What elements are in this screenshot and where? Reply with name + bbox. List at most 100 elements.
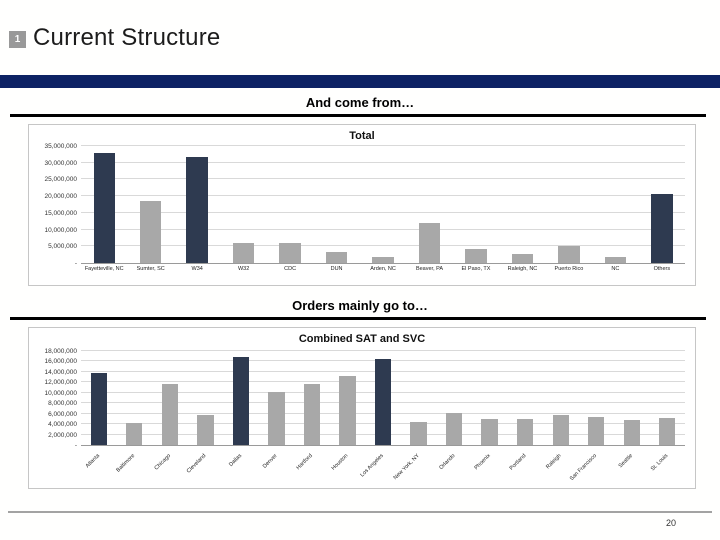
x-axis-label: St. Louis — [649, 452, 670, 473]
bar-Atlanta — [90, 372, 107, 445]
x-axis-label: Baltimore — [115, 452, 137, 474]
bar-slot — [152, 351, 188, 445]
bar-Raleigh, NC — [511, 254, 534, 263]
bar-Chicago — [161, 383, 178, 445]
chart-total: Total 35,000,000 30,000,000 25,000,000 20,0… — [28, 124, 696, 286]
bar-slot — [330, 351, 366, 445]
bar-Hartford — [303, 383, 321, 445]
page-title: Current Structure — [33, 24, 221, 51]
gridline — [81, 245, 685, 247]
bar-Puerto Rico — [558, 245, 580, 263]
x-axis-label: Arden, NC — [370, 266, 396, 272]
footer-divider — [8, 511, 712, 513]
y-axis-tick-label: 10,000,000 — [44, 226, 77, 234]
bars — [81, 146, 685, 263]
divider-top — [10, 114, 706, 117]
bar-NC — [604, 256, 627, 263]
x-axis-label: Denver — [261, 452, 279, 470]
bar-Beaver, PA — [418, 222, 441, 263]
gridline — [81, 350, 685, 351]
gridline — [81, 178, 685, 180]
chart-title: Combined SAT and SVC — [298, 333, 426, 345]
accent-band — [0, 75, 720, 88]
bar-W34 — [186, 157, 208, 263]
bar-El Paso, TX — [465, 248, 487, 263]
y-axis-tick-label: 18,000,000 — [44, 348, 77, 355]
x-axis-label: Cleveland — [185, 452, 208, 475]
gridline — [81, 211, 685, 213]
y-axis-tick-label: 35,000,000 — [44, 143, 77, 150]
bar-slot — [259, 351, 295, 445]
bar-slot — [639, 146, 685, 263]
x-axis-label: Seattle — [617, 452, 634, 470]
bar-slot — [406, 146, 452, 263]
bar-CDC — [279, 242, 301, 263]
bar-slot — [117, 351, 153, 445]
gridline — [81, 195, 685, 197]
bar-Sumter, SC — [140, 201, 162, 263]
x-axis-label: Chicago — [153, 452, 172, 472]
bar-slot — [546, 146, 592, 263]
bar-San Francisco — [588, 416, 605, 445]
bar-Seattle — [623, 420, 640, 445]
bar-Cleveland — [197, 414, 214, 445]
x-axis-label: Dallas — [227, 452, 243, 469]
divider-middle — [10, 317, 706, 320]
bar-Los Angeles — [374, 359, 392, 445]
x-axis-label: El Paso, TX — [461, 266, 491, 272]
x-axis-label: W32 — [237, 266, 250, 272]
y-axis-tick-label: 15,000,000 — [44, 209, 77, 217]
y-axis-tick-label: 5,000,000 — [48, 243, 77, 251]
y-axis-tick-label: 16,000,000 — [44, 358, 77, 366]
bar-slot — [294, 351, 330, 445]
x-axis-label: Raleigh, NC — [507, 266, 538, 272]
y-axis-tick-label: 14,000,000 — [44, 368, 77, 376]
page-number: 20 — [665, 518, 676, 528]
y-axis-tick-label: 10,000,000 — [44, 389, 77, 397]
x-axis-label: Puerto Rico — [554, 266, 584, 272]
x-axis-label: San Francisco — [569, 452, 599, 483]
chart-combined-sat-svc: Combined SAT and SVC 18,000,000 16,000,00… — [28, 327, 696, 489]
chart-title: Total — [349, 130, 375, 142]
bar-slot — [220, 146, 266, 263]
x-axis-label: W34 — [191, 266, 203, 272]
x-axis-label: Fayetteville, NC — [84, 266, 124, 272]
plot-area: 18,000,000 16,000,000 14,000,000 12,000,000… — [44, 348, 685, 449]
y-axis-tick-label: 6,000,000 — [48, 410, 77, 418]
bar-Denver — [268, 391, 285, 445]
x-axis-label: DUN — [330, 266, 343, 272]
bar-Raleigh — [552, 414, 569, 445]
bar-slot — [499, 146, 545, 263]
x-axis-labels: Atlanta Baltimore Chicago Cleveland Dallas De… — [81, 448, 685, 488]
x-axis-label: Sumter, SC — [136, 266, 165, 272]
bar-slot — [453, 146, 499, 263]
bar-Fayetteville, NC — [93, 152, 115, 263]
bar-slot — [81, 351, 117, 445]
x-axis-label: Orlando — [437, 452, 456, 472]
bar-slot — [507, 351, 543, 445]
x-axis-label: Phoenix — [473, 452, 492, 472]
bar-W32 — [232, 243, 255, 263]
x-axis-label: Hartford — [295, 452, 314, 472]
bar-slot — [578, 351, 614, 445]
bar-DUN — [325, 252, 348, 263]
section-heading-orders: Orders mainly go to… — [292, 298, 428, 313]
x-axis-label: Houston — [330, 452, 350, 472]
bar-Dallas — [232, 357, 250, 445]
bar-slot — [543, 351, 579, 445]
bar-slot — [267, 146, 313, 263]
gridline — [81, 145, 685, 146]
bars — [81, 351, 685, 445]
y-axis-tick-label: 8,000,000 — [48, 400, 77, 408]
x-axis-label: Atlanta — [84, 452, 101, 470]
x-axis-label: Portland — [508, 452, 528, 472]
bar-slot — [81, 146, 127, 263]
bar-slot — [188, 351, 224, 445]
gridline — [81, 228, 685, 230]
y-axis-tick-label: 12,000,000 — [44, 379, 77, 387]
section-heading-come-from: And come from… — [305, 95, 415, 110]
y-axis-tick-label: 20,000,000 — [44, 193, 77, 201]
x-axis-labels: Fayetteville, NC Sumter, SC W34 W32 CDC DUN Ar… — [81, 266, 685, 273]
bar-slot — [436, 351, 472, 445]
